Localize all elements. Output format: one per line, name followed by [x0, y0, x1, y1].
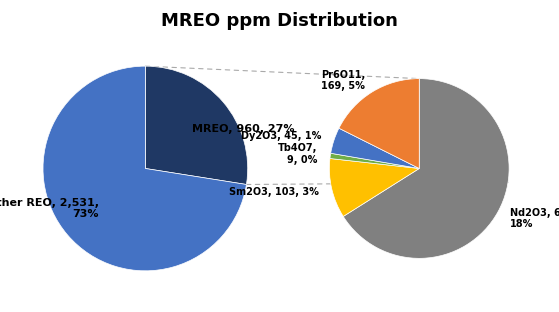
Text: Pr6O11,
169, 5%: Pr6O11, 169, 5% [321, 70, 365, 91]
Wedge shape [331, 128, 419, 168]
Wedge shape [145, 66, 248, 184]
Wedge shape [330, 153, 419, 168]
Text: Tb4O7,
9, 0%: Tb4O7, 9, 0% [278, 143, 317, 165]
Text: Nd2O3, 634,
18%: Nd2O3, 634, 18% [510, 207, 559, 229]
Text: Sm2O3, 103, 3%: Sm2O3, 103, 3% [229, 187, 319, 197]
Text: MREO, 960, 27%: MREO, 960, 27% [192, 124, 295, 134]
Text: Other REO, 2,531,
73%: Other REO, 2,531, 73% [0, 197, 98, 219]
Wedge shape [339, 79, 419, 168]
Wedge shape [329, 158, 419, 217]
Text: Dy2O3, 45, 1%: Dy2O3, 45, 1% [241, 131, 321, 141]
Wedge shape [343, 79, 509, 258]
Wedge shape [43, 66, 247, 271]
Text: MREO ppm Distribution: MREO ppm Distribution [161, 12, 398, 31]
